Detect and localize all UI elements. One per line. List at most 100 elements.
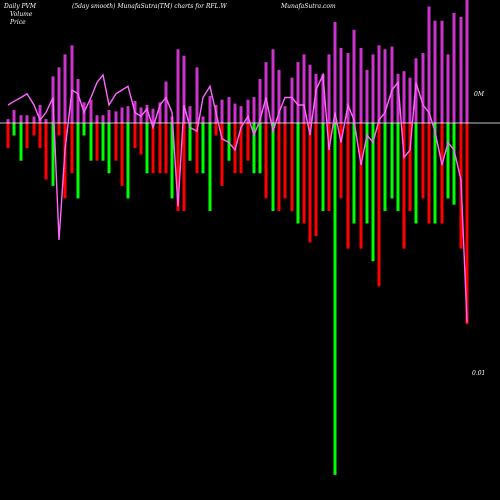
pvm-bar (57, 123, 61, 136)
pvm-bar (327, 123, 331, 211)
pvm-bar (446, 123, 450, 199)
volume-bar (233, 103, 237, 123)
volume-bar (227, 97, 231, 123)
pvm-bar (296, 123, 300, 224)
pvm-bar (283, 123, 287, 199)
pvm-bar (321, 123, 325, 211)
volume-bar (176, 49, 180, 124)
pvm-bar (19, 123, 23, 161)
volume-bar (201, 116, 205, 123)
volume-bar (76, 78, 80, 123)
volume-bar (346, 53, 350, 123)
pvm-bar (214, 123, 218, 136)
volume-bar (396, 73, 400, 123)
volume-bar (70, 45, 74, 123)
pvm-bar (208, 123, 212, 211)
volume-bar (252, 97, 256, 123)
pvm-bar (126, 123, 130, 199)
pvm-bar (258, 123, 262, 174)
pvm-bar (89, 123, 93, 161)
volume-bar (246, 99, 250, 123)
volume-bar (433, 20, 437, 123)
volume-bar (57, 67, 61, 123)
price-low-label: 0.01 (472, 370, 485, 377)
pvm-bar (396, 123, 400, 211)
legend-volume-label: Volume (10, 11, 33, 18)
volume-bar (371, 54, 375, 123)
legend-price-label: Price (9, 19, 26, 26)
pvm-bar (158, 123, 162, 174)
volume-bar (459, 16, 463, 123)
volume-bar (352, 29, 356, 124)
volume-bar (32, 116, 36, 123)
pvm-bar (452, 123, 456, 205)
watermark: MunafaSutra.com (280, 3, 336, 10)
pvm-bar (51, 123, 55, 186)
pvm-bar (76, 123, 80, 199)
pvm-bar (201, 123, 205, 174)
volume-bar (38, 104, 42, 123)
volume-bar (12, 110, 16, 123)
pvm-bar (133, 123, 137, 149)
volume-bar (151, 108, 155, 123)
pvm-bar (95, 123, 99, 161)
pvm-bar (182, 123, 186, 211)
pvm-bar (390, 123, 394, 199)
volume-bar (359, 47, 363, 124)
volume-bar (271, 49, 275, 124)
pvm-bar (246, 123, 250, 161)
volume-bar (421, 53, 425, 123)
volume-bar (258, 78, 262, 123)
pvm-bar (377, 123, 381, 287)
pvm-bar (70, 123, 74, 174)
pvm-bar (139, 123, 143, 155)
pvm-bar (352, 123, 356, 224)
pvm-bar (371, 123, 375, 262)
pvm-bar (408, 123, 412, 211)
volume-bar (63, 54, 67, 123)
pvm-bar (359, 123, 363, 249)
pvm-bar (440, 123, 444, 224)
pvm-bar (176, 123, 180, 211)
pvm-bar (346, 123, 350, 249)
volume-bar (283, 106, 287, 123)
zero-axis-label: 0M (474, 91, 485, 98)
volume-bar (25, 115, 29, 123)
volume-bar (327, 54, 331, 123)
volume-bar (440, 20, 444, 123)
pvm-bar (6, 123, 10, 149)
pvm-bar (239, 123, 243, 174)
volume-bar (321, 73, 325, 123)
volume-bar (427, 6, 431, 123)
volume-bar (377, 45, 381, 123)
volume-bar (182, 55, 186, 123)
pvm-bar (433, 123, 437, 224)
volume-bar (6, 119, 10, 123)
volume-bar (333, 22, 337, 123)
pvm-bar (427, 123, 431, 224)
pvm-bar (308, 123, 312, 243)
pvm-bar (44, 123, 48, 180)
volume-bar (465, 0, 469, 123)
volume-bar (44, 119, 48, 123)
pvm-bar (188, 123, 192, 161)
pvm-bar (220, 123, 224, 186)
volume-bar (145, 104, 149, 123)
pvm-bar (290, 123, 294, 211)
volume-bar (208, 95, 212, 123)
pvm-bar (101, 123, 105, 161)
pvm-bar (170, 123, 174, 199)
volume-bar (290, 77, 294, 123)
volume-bar (158, 102, 162, 123)
volume-bar (239, 106, 243, 123)
chart-subtitle: (5day smooth) MunafaSutra(TM) charts for… (72, 3, 227, 10)
pvm-bar (195, 123, 199, 174)
pvm-bar (114, 123, 118, 161)
volume-bar (126, 106, 130, 123)
pvm-bar (252, 123, 256, 174)
volume-bar (308, 64, 312, 123)
volume-bar (114, 111, 118, 123)
volume-bar (188, 106, 192, 123)
pvm-bar (333, 123, 337, 475)
